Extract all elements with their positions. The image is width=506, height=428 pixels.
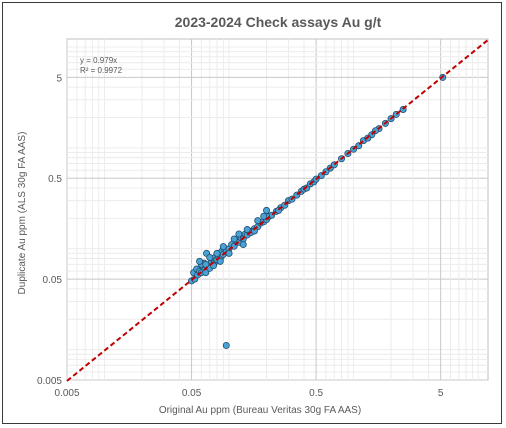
x-tick-label: 0.005: [54, 388, 79, 399]
y-tick-label: 0.05: [43, 275, 63, 286]
data-point: [235, 230, 243, 238]
tick-labels: 0.005 0.05 0.5 5 0.005 0.05 0.5 5: [37, 73, 444, 399]
data-point: [263, 206, 271, 214]
data-point: [260, 212, 268, 220]
data-point: [213, 249, 221, 257]
data-point: [239, 241, 247, 249]
x-tick-label: 0.5: [309, 388, 323, 399]
y-tick-label: 0.005: [37, 376, 62, 387]
data-point: [254, 217, 262, 225]
data-point: [202, 260, 210, 268]
data-point: [222, 341, 230, 349]
r-squared: R² = 0.9972: [80, 66, 123, 75]
data-point: [216, 257, 224, 265]
x-tick-label: 0.05: [182, 388, 202, 399]
data-point: [219, 243, 227, 251]
y-axis-title: Duplicate Au ppm (ALS 30g FA AAS): [17, 132, 28, 295]
data-point: [243, 226, 251, 234]
gridlines: [66, 39, 488, 381]
data-point: [225, 249, 233, 257]
data-point: [230, 235, 238, 243]
trendline: [66, 39, 489, 382]
y-tick-label: 5: [56, 73, 62, 84]
x-axis-title: Original Au ppm (Bureau Veritas 30g FA A…: [159, 405, 361, 416]
data-point: [196, 257, 204, 265]
data-point: [206, 253, 214, 261]
x-tick-label: 5: [438, 388, 444, 399]
chart-title: 2023-2024 Check assays Au g/t: [175, 14, 382, 30]
trend-equation: y = 0.979x: [80, 56, 117, 65]
y-tick-label: 0.5: [48, 174, 62, 185]
